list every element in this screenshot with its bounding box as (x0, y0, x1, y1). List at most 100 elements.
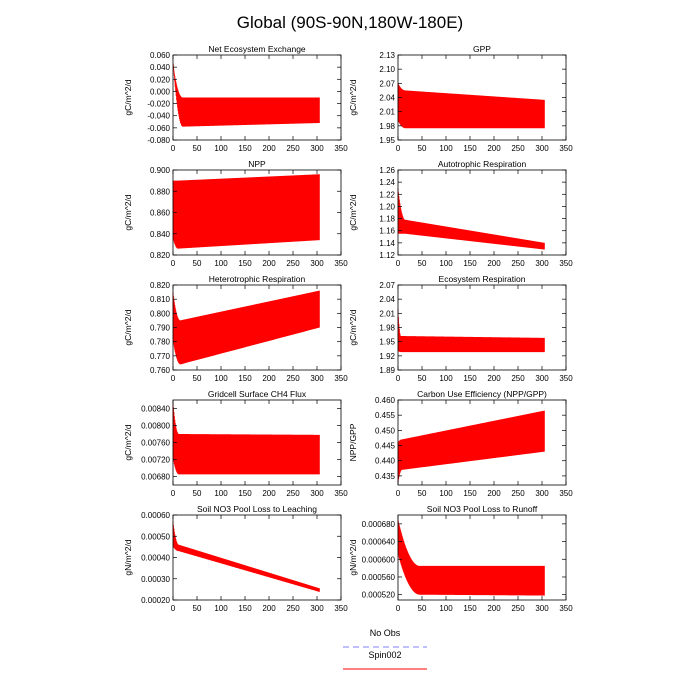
x-tick-label: 0 (171, 489, 176, 498)
legend: No Obs Spin002 (343, 628, 427, 670)
y-tick-label: 0.000640 (362, 538, 396, 547)
y-tick-label: 0.840 (150, 230, 171, 239)
y-tick-label: 0.770 (150, 352, 171, 361)
x-tick-label: 0 (171, 374, 176, 383)
y-tick-label: 1.20 (379, 202, 395, 211)
y-tick-label: -0.020 (147, 100, 170, 109)
y-tick-label: 0.00050 (141, 532, 170, 541)
y-tick-label: 1.24 (379, 178, 395, 187)
series-line-spin002 (397, 83, 545, 129)
y-tick-label: -0.060 (147, 124, 170, 133)
y-tick-label: 0.860 (150, 209, 171, 218)
x-tick-label: 50 (193, 604, 202, 613)
y-axis-label: gC/m^2/d (348, 194, 358, 230)
y-tick-label: 0.880 (150, 187, 171, 196)
y-tick-label: 0.900 (150, 166, 171, 175)
x-tick-label: 0 (171, 144, 176, 153)
chart-panel-6: Ecosystem Respiration gC/m^2/d 0 50 100 150 20… (348, 274, 573, 383)
x-tick-label: 200 (262, 489, 276, 498)
panel-title: Carbon Use Efficiency (NPP/GPP) (417, 389, 547, 399)
x-tick-label: 300 (535, 259, 549, 268)
y-tick-label: -0.040 (147, 112, 170, 121)
y-tick-label: 0.000 (150, 87, 171, 96)
y-tick-label: 2.13 (379, 51, 395, 60)
y-tick-label: 0.460 (375, 396, 396, 405)
x-tick-label: 350 (559, 259, 573, 268)
x-tick-label: 100 (214, 144, 228, 153)
panel-title: NPP (248, 159, 266, 169)
y-tick-label: 2.01 (379, 108, 395, 117)
y-tick-label: 1.16 (379, 227, 395, 236)
x-tick-label: 250 (511, 259, 525, 268)
y-tick-label: 0.020 (150, 75, 171, 84)
chart-panel-3: NPP gC/m^2/d 0 50 100 150 200 250 300 350 0.820 0.8… (123, 159, 348, 268)
panels-group: Net Ecosystem Exchange gC/m^2/d 0 50 100 150 2… (123, 44, 573, 613)
x-tick-label: 300 (535, 489, 549, 498)
y-tick-label: 2.07 (379, 281, 395, 290)
x-tick-label: 150 (238, 259, 252, 268)
x-tick-label: 250 (511, 144, 525, 153)
x-tick-label: 300 (535, 144, 549, 153)
y-tick-label: 1.98 (379, 122, 395, 131)
chart-panel-8: Carbon Use Efficiency (NPP/GPP) NPP/GPP 0 5… (348, 389, 573, 498)
x-tick-label: 200 (262, 374, 276, 383)
x-tick-label: 50 (418, 604, 427, 613)
y-axis-label: gC/m^2/d (123, 194, 133, 230)
y-tick-label: 1.98 (379, 324, 395, 333)
plot-frame (172, 54, 342, 141)
x-tick-label: 200 (487, 489, 501, 498)
x-tick-label: 300 (535, 604, 549, 613)
y-tick-label: 0.040 (150, 63, 171, 72)
x-tick-label: 100 (439, 259, 453, 268)
chart-panel-1: Net Ecosystem Exchange gC/m^2/d 0 50 100 150 2… (123, 44, 348, 153)
y-tick-label: 0.00020 (141, 596, 170, 605)
x-tick-label: 200 (262, 144, 276, 153)
y-tick-label: 0.00040 (141, 554, 170, 563)
panel-title: Soil NO3 Pool Loss to Runoff (427, 504, 538, 514)
x-tick-label: 0 (396, 489, 401, 498)
y-tick-label: 0.435 (375, 472, 396, 481)
x-tick-label: 200 (487, 144, 501, 153)
figure-title: Global (90S-90N,180W-180E) (237, 13, 463, 32)
x-tick-label: 200 (262, 604, 276, 613)
x-tick-label: 200 (487, 604, 501, 613)
y-tick-label: 2.01 (379, 309, 395, 318)
x-tick-label: 300 (310, 259, 324, 268)
x-tick-label: 150 (238, 144, 252, 153)
y-tick-label: 0.000600 (362, 555, 396, 564)
x-tick-label: 0 (396, 144, 401, 153)
chart-panel-9: Soil NO3 Pool Loss to Leaching gN/m^2/d 0 5… (123, 504, 348, 613)
x-tick-label: 150 (463, 144, 477, 153)
x-tick-label: 100 (439, 489, 453, 498)
x-tick-label: 50 (193, 144, 202, 153)
y-axis-label: gC/m^2/d (123, 424, 133, 460)
x-tick-label: 50 (418, 489, 427, 498)
x-tick-label: 150 (238, 604, 252, 613)
series-line-spin002 (397, 519, 545, 596)
x-tick-label: 250 (511, 604, 525, 613)
y-tick-label: 0.445 (375, 442, 396, 451)
y-tick-label: 0.060 (150, 51, 171, 60)
y-tick-label: 0.820 (150, 251, 171, 260)
x-tick-label: 300 (310, 489, 324, 498)
y-tick-label: 0.440 (375, 457, 396, 466)
series-line-spin002 (172, 402, 320, 475)
x-tick-label: 350 (334, 374, 348, 383)
x-tick-label: 250 (511, 489, 525, 498)
y-tick-label: 1.26 (379, 166, 395, 175)
y-axis-label: gC/m^2/d (123, 309, 133, 345)
y-tick-label: 0.00060 (141, 511, 170, 520)
y-tick-label: -0.080 (147, 136, 170, 145)
x-tick-label: 150 (463, 489, 477, 498)
chart-panel-4: Autotrophic Respiration gC/m^2/d 0 50 100 150… (348, 159, 573, 268)
x-tick-label: 50 (418, 259, 427, 268)
x-tick-label: 50 (193, 374, 202, 383)
x-tick-label: 150 (463, 604, 477, 613)
panel-title: Heterotrophic Respiration (209, 274, 306, 284)
x-tick-label: 300 (310, 374, 324, 383)
y-tick-label: 0.455 (375, 411, 396, 420)
y-tick-label: 0.00680 (141, 473, 170, 482)
y-tick-label: 1.95 (379, 136, 395, 145)
x-tick-label: 250 (286, 259, 300, 268)
